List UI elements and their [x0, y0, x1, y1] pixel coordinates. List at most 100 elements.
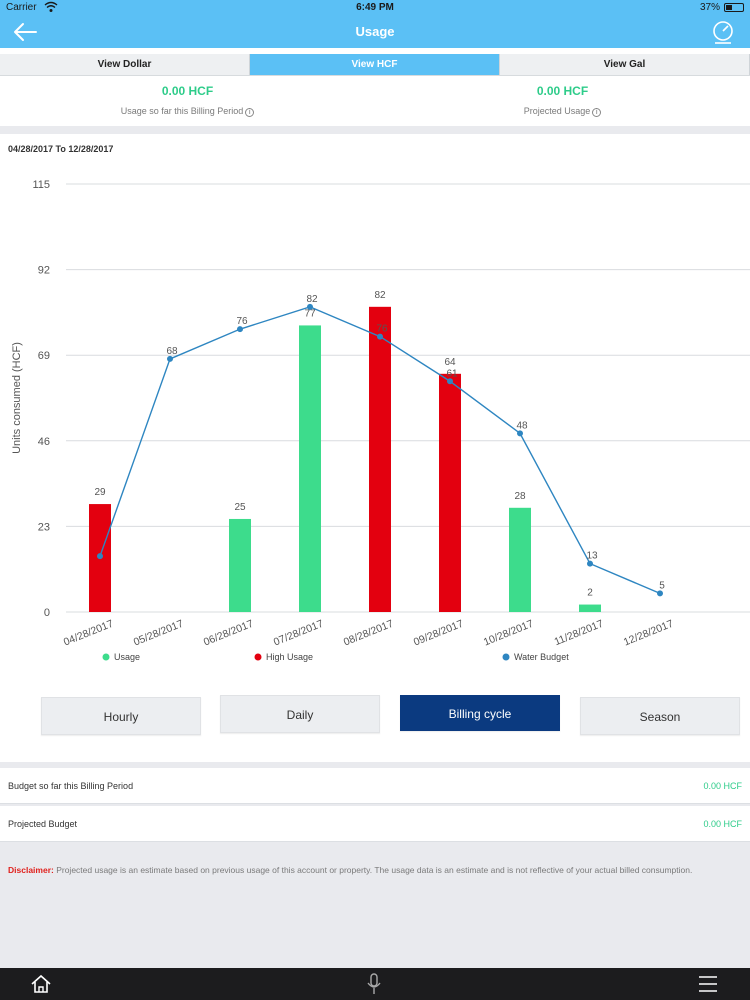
water-budget-point [587, 560, 593, 567]
disclaimer-text: Projected usage is an estimate based on … [53, 865, 693, 875]
water-budget-point [377, 333, 383, 340]
y-tick-label: 23 [38, 521, 50, 533]
water-budget-value-label: 76 [236, 316, 248, 327]
daily-button[interactable]: Daily [220, 695, 380, 733]
water-budget-value-label: 5 [659, 580, 665, 591]
water-budget-point [517, 430, 523, 437]
page-title: Usage [355, 24, 395, 39]
bar [299, 325, 321, 612]
hourly-button[interactable]: Hourly [41, 697, 201, 735]
water-budget-value-label: 68 [166, 346, 178, 357]
y-tick-label: 46 [38, 436, 50, 448]
x-tick-label: 05/28/2017 [132, 618, 185, 649]
y-tick-label: 0 [44, 607, 50, 619]
budget-so-far-value: 0.00 HCF [703, 781, 742, 791]
divider [0, 762, 750, 768]
divider [0, 126, 750, 134]
usage-so-far-value: 0.00 HCF [161, 84, 214, 98]
back-arrow-icon[interactable] [10, 18, 40, 46]
water-budget-value-label: 13 [586, 551, 598, 562]
water-budget-value-label: 76 [376, 324, 388, 335]
status-bar: Carrier 6:49 PM 37% [0, 0, 750, 16]
bottom-nav [0, 968, 750, 1000]
carrier-label: Carrier [6, 2, 37, 13]
bar [579, 604, 601, 612]
tab-view-hcf[interactable]: View HCF [250, 54, 500, 75]
bar-value-label: 77 [304, 308, 316, 319]
x-tick-label: 11/28/2017 [553, 618, 606, 649]
bar [369, 306, 391, 612]
legend-label: Usage [114, 652, 140, 662]
x-tick-label: 10/28/2017 [482, 618, 535, 649]
legend-label: High Usage [266, 652, 313, 662]
billing-cycle-button[interactable]: Billing cycle [400, 695, 560, 731]
gauge-icon[interactable] [710, 18, 736, 46]
usage-summary: 0.00 HCF Usage so far this Billing Perio… [0, 78, 750, 126]
bar-value-label: 2 [587, 588, 593, 599]
projected-budget-value: 0.00 HCF [703, 819, 742, 829]
x-tick-label: 06/28/2017 [202, 618, 255, 649]
legend-swatch [254, 653, 262, 661]
disclaimer: Disclaimer: Projected usage is an estima… [8, 864, 738, 876]
usage-so-far: 0.00 HCF Usage so far this Billing Perio… [0, 78, 375, 117]
x-tick-label: 12/28/2017 [622, 618, 675, 649]
bar [229, 518, 251, 612]
y-tick-label: 92 [38, 265, 50, 277]
tab-view-gal[interactable]: View Gal [500, 54, 750, 75]
legend-swatch [102, 653, 110, 661]
water-budget-value-label: 61 [446, 368, 458, 379]
bar-value-label: 25 [234, 502, 246, 513]
water-budget-point [237, 326, 243, 333]
projected-usage-value: 0.00 HCF [536, 84, 589, 98]
water-budget-point [657, 590, 663, 597]
battery-percent: 37% [699, 2, 720, 13]
legend-swatch [502, 653, 510, 661]
date-range: 04/28/2017 To 12/28/2017 [8, 144, 114, 154]
projected-budget-row: Projected Budget 0.00 HCF [0, 806, 750, 842]
clock: 6:49 PM [356, 2, 394, 13]
wifi-icon [44, 1, 58, 12]
y-tick-label: 69 [38, 350, 50, 362]
bar-value-label: 28 [514, 491, 526, 502]
home-icon[interactable] [30, 973, 52, 995]
bar-value-label: 29 [94, 487, 106, 498]
info-icon[interactable]: i [245, 108, 255, 117]
divider [0, 804, 750, 806]
season-button[interactable]: Season [580, 697, 740, 735]
projected-usage: 0.00 HCF Projected Usage i [375, 78, 750, 117]
nav-bar: Usage [0, 16, 750, 48]
bar-value-label: 82 [374, 290, 386, 301]
bar-value-label: 64 [444, 357, 456, 368]
bar [509, 507, 531, 612]
battery-icon [724, 3, 744, 12]
x-tick-label: 04/28/2017 [62, 618, 115, 649]
projected-usage-label: Projected Usage [523, 106, 591, 116]
projected-budget-label: Projected Budget [8, 819, 78, 829]
water-budget-point [447, 378, 453, 385]
bar [439, 373, 461, 612]
y-axis-label: Units consumed (HCF) [11, 342, 23, 454]
y-tick-label: 115 [32, 179, 50, 191]
x-tick-label: 08/28/2017 [342, 618, 395, 649]
tab-view-dollar[interactable]: View Dollar [0, 54, 250, 75]
period-selector: Hourly Daily Billing cycle Season [0, 694, 750, 735]
menu-icon[interactable] [698, 975, 718, 993]
budget-so-far-row: Budget so far this Billing Period 0.00 H… [0, 768, 750, 804]
budget-so-far-label: Budget so far this Billing Period [8, 781, 134, 791]
water-budget-value-label: 48 [516, 420, 528, 431]
water-budget-point [167, 355, 173, 362]
usage-chart: 0 23 46 69 92 115 Units consumed (HCF) 29 25 77 82… [0, 160, 750, 680]
usage-so-far-label: Usage so far this Billing Period [120, 106, 244, 116]
x-tick-label: 09/28/2017 [412, 618, 465, 649]
x-tick-label: 07/28/2017 [272, 618, 325, 649]
info-icon[interactable]: i [592, 108, 602, 117]
legend-label: Water Budget [514, 652, 569, 662]
disclaimer-area: Disclaimer: Projected usage is an estima… [0, 842, 750, 968]
unit-tabs: View Dollar View HCF View Gal [0, 54, 750, 76]
water-budget-point [97, 553, 103, 560]
water-budget-point [307, 303, 313, 310]
disclaimer-label: Disclaimer: [8, 865, 54, 875]
water-budget-value-label: 82 [306, 294, 318, 305]
microphone-icon[interactable] [366, 972, 382, 996]
